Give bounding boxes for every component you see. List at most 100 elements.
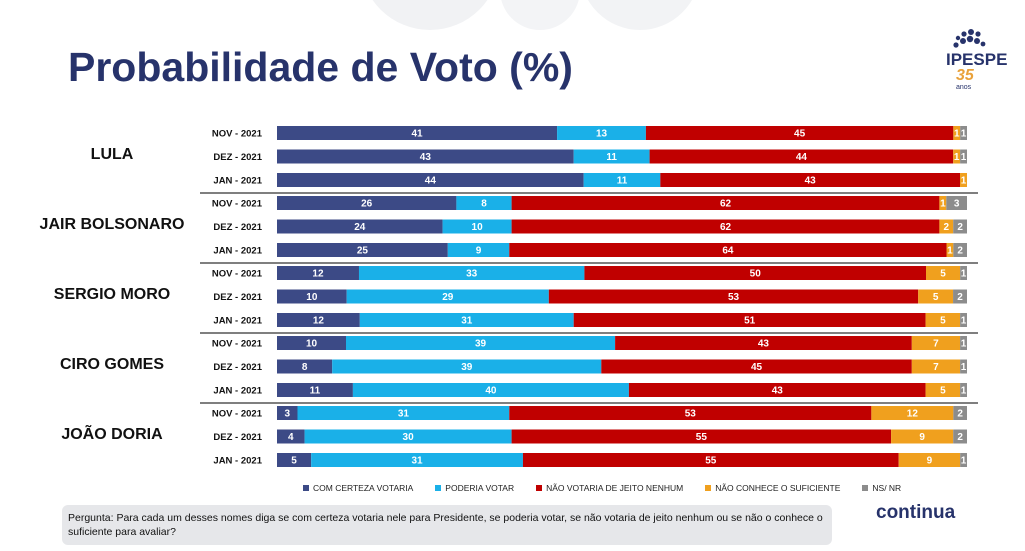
bar-value-label: 50 (750, 269, 762, 280)
chart-legend: COM CERTEZA VOTARIA PODERIA VOTAR NÃO VOTA… (303, 482, 923, 494)
question-box (62, 505, 832, 545)
bar-segment (277, 453, 312, 467)
legend-item: NÃO VOTARIA DE JEITO NENHUM (536, 483, 683, 493)
bar-value-label: 10 (306, 339, 318, 350)
legend-swatch (705, 485, 712, 491)
bar-value-label: 39 (475, 339, 487, 350)
bar-segment (358, 266, 585, 280)
legend-item: PODERIA VOTAR (435, 483, 514, 493)
bar-value-label: 45 (794, 129, 806, 140)
bar-value-label: 26 (361, 199, 373, 210)
logo-text: IPESPE (946, 50, 1008, 69)
bar-segment (960, 383, 967, 397)
bar-value-label: 62 (720, 199, 732, 210)
bar-segment (918, 289, 954, 304)
bar-value-label: 11 (617, 176, 628, 187)
bar-value-label: 30 (403, 432, 415, 443)
bar-value-label: 1 (961, 339, 967, 350)
bar-value-label: 24 (354, 222, 366, 233)
bar-value-label: 8 (302, 362, 308, 373)
bar-value-label: 51 (744, 316, 756, 327)
bar-value-label: 45 (751, 362, 763, 373)
bar-segment (548, 289, 919, 304)
bar-value-label: 5 (940, 386, 946, 397)
bar-value-label: 62 (720, 222, 732, 233)
bar-value-label: 43 (758, 339, 770, 350)
bar-value-label: 25 (357, 246, 369, 257)
bar-value-label: 1 (940, 199, 946, 210)
legend-item: NS/ NR (862, 483, 901, 493)
bar-value-label: 43 (805, 176, 817, 187)
bar-segment (583, 173, 661, 187)
period-label: NOV - 2021 (212, 269, 263, 280)
bar-segment (346, 289, 549, 304)
bar-segment (660, 173, 961, 187)
bar-segment (960, 149, 967, 164)
bar-segment (277, 243, 448, 257)
bar-segment (601, 359, 912, 374)
candidate-name: JOÃO DORIA (61, 425, 163, 443)
bar-value-label: 9 (919, 432, 925, 443)
bar-segment (939, 196, 947, 210)
bar-segment (346, 336, 616, 350)
bar-segment (277, 359, 333, 374)
bar-value-label: 10 (306, 292, 318, 303)
bar-value-label: 41 (411, 129, 423, 140)
ipespe-logo-icon (953, 29, 986, 48)
bar-segment (960, 266, 967, 280)
legend-label: NS/ NR (872, 483, 902, 493)
bar-value-label: 29 (442, 292, 454, 303)
bar-value-label: 31 (411, 456, 423, 467)
candidate-name: SERGIO MORO (53, 285, 171, 303)
bar-segment (871, 406, 954, 420)
bar-value-label: 1 (954, 129, 960, 140)
bar-value-label: 53 (728, 292, 740, 303)
legend-item: NÃO CONHECE O SUFICIENTE (705, 483, 840, 493)
period-label: DEZ - 2021 (213, 292, 262, 303)
candidate-name: JAIR BOLSONARO (39, 215, 185, 233)
bar-segment (953, 289, 967, 304)
bar-value-label: 13 (596, 129, 608, 140)
bar-value-label: 7 (933, 339, 939, 350)
bar-segment (628, 383, 926, 397)
bar-segment (509, 243, 947, 257)
bar-segment (960, 173, 967, 187)
bar-segment (277, 149, 574, 164)
bar-segment (898, 453, 961, 467)
bar-segment (953, 243, 967, 257)
bar-segment (939, 219, 954, 234)
bar-segment (352, 383, 629, 397)
bar-segment (277, 126, 558, 140)
bar-segment (953, 126, 961, 140)
bar-value-label: 1 (961, 316, 967, 327)
bar-segment (953, 429, 967, 444)
period-label: DEZ - 2021 (213, 362, 262, 373)
bar-segment (442, 219, 512, 234)
bar-segment (926, 266, 961, 280)
bar-segment (277, 266, 359, 280)
bar-value-label: 7 (933, 362, 939, 373)
bar-value-label: 64 (722, 246, 734, 257)
bar-value-label: 31 (398, 409, 410, 420)
bar-segment (645, 126, 954, 140)
bar-segment (511, 429, 892, 444)
logo-subtext: anos (956, 84, 972, 91)
bar-value-label: 53 (685, 409, 697, 420)
bar-value-label: 40 (485, 386, 497, 397)
bar-value-label: 31 (461, 316, 473, 327)
bar-value-label: 43 (420, 152, 432, 163)
bar-segment (925, 313, 961, 327)
bar-value-label: 33 (466, 269, 478, 280)
bar-value-label: 1 (961, 386, 967, 397)
logo-number: 35 (956, 67, 974, 84)
bar-value-label: 12 (312, 269, 324, 280)
period-label: NOV - 2021 (212, 129, 263, 140)
bar-value-label: 1 (961, 176, 967, 187)
bar-segment (573, 313, 926, 327)
period-label: JAN - 2021 (213, 246, 262, 257)
bar-value-label: 2 (957, 222, 963, 233)
bar-segment (960, 453, 967, 467)
bar-value-label: 44 (425, 176, 437, 187)
period-label: DEZ - 2021 (213, 152, 262, 163)
continua-link[interactable]: continua (876, 502, 956, 523)
